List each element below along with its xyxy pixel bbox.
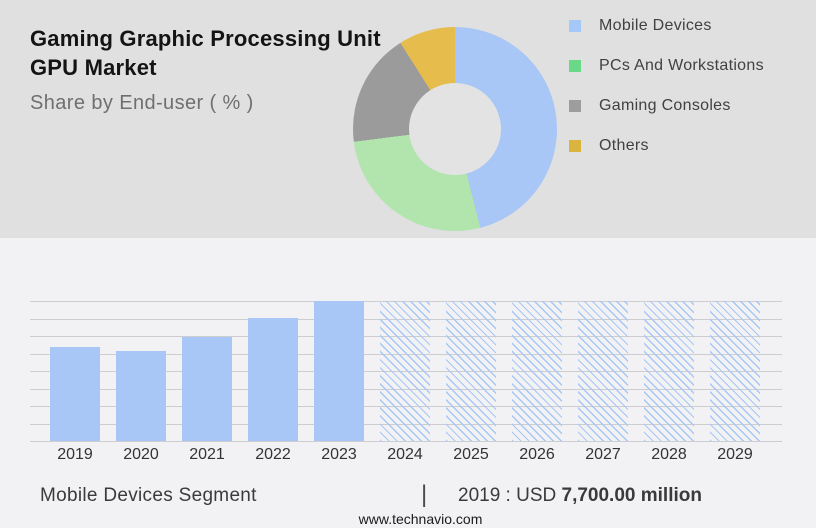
x-axis-label-2022: 2022 <box>255 446 291 463</box>
legend-label-gaming-consoles: Gaming Consoles <box>599 97 731 114</box>
bar-chart-panel: 2019 2020 2021 2022 2023 2024 2025 2026 2027 2028… <box>0 238 816 528</box>
bar-2026-forecast <box>512 301 562 441</box>
bar-2021 <box>182 337 232 441</box>
donut-chart <box>353 27 557 231</box>
x-axis-label-2026: 2026 <box>519 446 555 463</box>
header-panel: Gaming Graphic Processing Unit GPU Marke… <box>0 0 816 238</box>
bar-2022 <box>248 318 298 441</box>
bar-2028-forecast <box>644 301 694 441</box>
legend-item-gaming-consoles: Gaming Consoles <box>569 94 764 118</box>
x-axis-label-2028: 2028 <box>651 446 687 463</box>
legend-label-pcs-and-workstations: PCs And Workstations <box>599 57 764 74</box>
legend-item-mobile-devices: Mobile Devices <box>569 14 764 38</box>
value-amount: 7,700.00 million <box>561 485 702 506</box>
bar-2027-forecast <box>578 301 628 441</box>
x-axis-label-2024: 2024 <box>387 446 423 463</box>
bar-2023 <box>314 301 364 441</box>
x-axis-label-2023: 2023 <box>321 446 357 463</box>
legend-swatch-pcs-and-workstations <box>569 60 581 72</box>
legend-label-mobile-devices: Mobile Devices <box>599 17 712 34</box>
bar-2029-forecast <box>710 301 760 441</box>
x-axis-label-2025: 2025 <box>453 446 489 463</box>
value-prefix: 2019 : USD <box>458 485 562 506</box>
x-axis-label-2020: 2020 <box>123 446 159 463</box>
legend-item-others: Others <box>569 134 764 158</box>
bar-2019 <box>50 347 100 441</box>
legend-swatch-others <box>569 140 581 152</box>
website-url: www.technavio.com <box>358 511 483 527</box>
bar-2020 <box>116 351 166 441</box>
bar-2024-forecast <box>380 301 430 441</box>
page-subtitle: Share by End-user ( % ) <box>30 92 254 114</box>
legend-swatch-mobile-devices <box>569 20 581 32</box>
value-caption: 2019 : USD 7,700.00 million <box>458 485 702 507</box>
legend-label-others: Others <box>599 137 649 154</box>
bar-2025-forecast <box>446 301 496 441</box>
page-title-line-1: Gaming Graphic Processing Unit <box>30 26 381 51</box>
x-axis-label-2019: 2019 <box>57 446 93 463</box>
legend: Mobile Devices PCs And Workstations Gami… <box>569 14 764 174</box>
segment-caption: Mobile Devices Segment <box>40 485 257 506</box>
title-block: Gaming Graphic Processing Unit GPU Marke… <box>30 24 381 115</box>
x-axis-label-2021: 2021 <box>189 446 225 463</box>
footer-separator: | <box>421 481 428 508</box>
legend-swatch-gaming-consoles <box>569 100 581 112</box>
gridline <box>30 441 782 442</box>
legend-item-pcs-and-workstations: PCs And Workstations <box>569 54 764 78</box>
x-axis-label-2027: 2027 <box>585 446 621 463</box>
x-axis-label-2029: 2029 <box>717 446 753 463</box>
page-title-line-2: GPU Market <box>30 55 157 80</box>
